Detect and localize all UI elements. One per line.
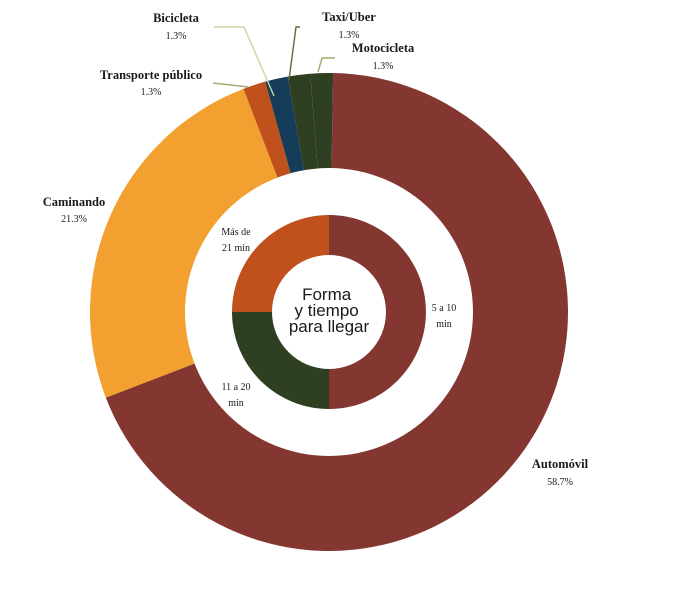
label-transporte-publico: Transporte público <box>100 68 202 82</box>
value-motocicleta: 1.3% <box>373 61 394 72</box>
leader-bicicleta <box>214 26 275 97</box>
value-taxi-uber: 1.3% <box>339 30 360 41</box>
inner-label-1-line-0: 11 a 20 <box>221 382 250 393</box>
label-motocicleta: Motocicleta <box>352 41 415 55</box>
leader-lines <box>212 26 335 97</box>
inner-label-2-line-1: 21 min <box>222 243 250 254</box>
center-title: Forma y tiempo para llegar <box>289 285 370 336</box>
leader-transporte-publico <box>212 82 249 88</box>
value-automovil: 58.7% <box>547 477 573 488</box>
inner-label-1-line-1: min <box>228 398 244 409</box>
label-caminando: Caminando <box>43 195 106 209</box>
slice-labels: Motocicleta1.3%Automóvil58.7%Caminando21… <box>43 10 589 488</box>
center-title-line-1: Forma <box>302 285 352 304</box>
inner-label-0-line-0: 5 a 10 <box>432 303 456 314</box>
inner-label-0-line-1: min <box>436 319 452 330</box>
center-title-line-3: para llegar <box>289 317 370 336</box>
center-hole <box>272 255 386 369</box>
label-automovil: Automóvil <box>532 457 589 471</box>
leader-taxi-uber <box>288 26 300 81</box>
value-bicicleta: 1.3% <box>166 31 187 42</box>
label-bicicleta: Bicicleta <box>153 11 200 25</box>
value-transporte-publico: 1.3% <box>141 87 162 98</box>
inner-label-2-line-0: Más de <box>221 227 251 238</box>
center-title-line-2: y tiempo <box>295 301 359 320</box>
label-taxi-uber: Taxi/Uber <box>322 10 376 24</box>
leader-motocicleta <box>317 57 335 73</box>
value-caminando: 21.3% <box>61 214 87 225</box>
